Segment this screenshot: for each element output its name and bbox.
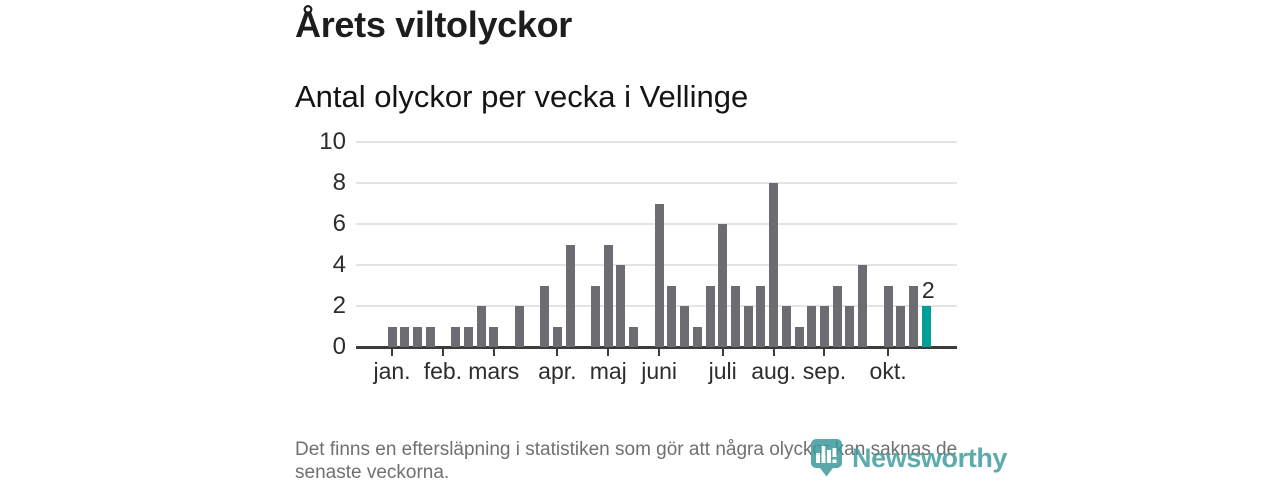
bar bbox=[909, 285, 919, 347]
x-axis-line bbox=[356, 346, 957, 349]
x-axis-month-label: sep. bbox=[802, 358, 847, 384]
bar bbox=[705, 285, 715, 347]
x-axis-tick bbox=[441, 348, 444, 356]
footnote-line-1: Det finns en eftersläpning i statistiken… bbox=[295, 439, 958, 460]
bar bbox=[680, 306, 690, 347]
bar bbox=[883, 285, 893, 347]
x-axis-month-label: juli bbox=[708, 358, 737, 384]
y-axis-tick-label: 4 bbox=[332, 251, 346, 278]
y-axis-tick-label: 6 bbox=[332, 210, 346, 237]
highlighted-bar bbox=[921, 306, 931, 347]
x-axis-tick bbox=[556, 348, 559, 356]
bar bbox=[692, 326, 702, 347]
bar bbox=[743, 306, 753, 347]
bar bbox=[540, 285, 550, 347]
bar bbox=[425, 326, 435, 347]
x-axis-month-label: jan. bbox=[373, 358, 411, 384]
x-axis-month-label: feb. bbox=[423, 358, 463, 384]
bar bbox=[858, 265, 868, 347]
x-axis-tick bbox=[658, 348, 661, 356]
bar bbox=[412, 326, 422, 347]
bar bbox=[794, 326, 804, 347]
bar bbox=[807, 306, 817, 347]
bar bbox=[730, 285, 740, 347]
bar bbox=[451, 326, 461, 347]
bar bbox=[489, 326, 499, 347]
bar bbox=[667, 285, 677, 347]
newsworthy-pin-barchart-icon bbox=[810, 438, 844, 478]
bar bbox=[718, 224, 728, 347]
bar bbox=[603, 244, 613, 347]
x-axis-tick bbox=[823, 348, 826, 356]
footnote-line-2: senaste veckorna. bbox=[295, 462, 450, 483]
bar bbox=[756, 285, 766, 347]
bar bbox=[591, 285, 601, 347]
x-axis-tick bbox=[607, 348, 610, 356]
last-bar-value-label: 2 bbox=[921, 277, 935, 303]
newsworthy-logo: Newsworthy bbox=[810, 437, 1007, 479]
gridline-y10 bbox=[356, 141, 957, 143]
y-axis-tick-label: 10 bbox=[319, 128, 346, 155]
bar bbox=[400, 326, 410, 347]
newsworthy-wordmark: Newsworthy bbox=[852, 442, 1008, 473]
x-axis-month-label: okt. bbox=[869, 358, 907, 384]
x-axis-month-label: maj bbox=[589, 358, 627, 384]
chart-subtitle: Antal olyckor per vecka i Vellinge bbox=[295, 79, 749, 114]
x-axis-tick bbox=[492, 348, 495, 356]
x-axis-month-label: apr. bbox=[538, 358, 577, 384]
bar bbox=[654, 203, 664, 347]
bar bbox=[781, 306, 791, 347]
y-axis-tick-label: 2 bbox=[332, 292, 346, 319]
y-axis-tick-label: 0 bbox=[332, 333, 346, 360]
page-title: Årets viltolyckor bbox=[295, 4, 573, 45]
bar bbox=[463, 326, 473, 347]
bar bbox=[514, 306, 524, 347]
bar bbox=[552, 326, 562, 347]
bar bbox=[769, 183, 779, 347]
bar bbox=[845, 306, 855, 347]
x-axis-month-label: aug. bbox=[751, 358, 796, 384]
x-axis-tick bbox=[887, 348, 890, 356]
x-axis-tick bbox=[721, 348, 724, 356]
x-axis-tick bbox=[391, 348, 393, 356]
bar bbox=[387, 326, 397, 347]
x-axis-month-label: mars bbox=[468, 358, 520, 384]
bar bbox=[629, 326, 639, 347]
gridline-y8 bbox=[356, 182, 957, 184]
chart-footnote: Det finns en eftersläpning i statistiken… bbox=[295, 438, 957, 484]
x-axis-month-label: juni bbox=[641, 358, 678, 384]
x-axis-tick bbox=[772, 348, 775, 356]
bar bbox=[832, 285, 842, 347]
bar bbox=[896, 306, 906, 347]
bar bbox=[616, 265, 626, 347]
bar bbox=[565, 244, 575, 347]
bar bbox=[476, 306, 486, 347]
bar bbox=[819, 306, 829, 347]
y-axis-tick-label: 8 bbox=[332, 169, 346, 196]
